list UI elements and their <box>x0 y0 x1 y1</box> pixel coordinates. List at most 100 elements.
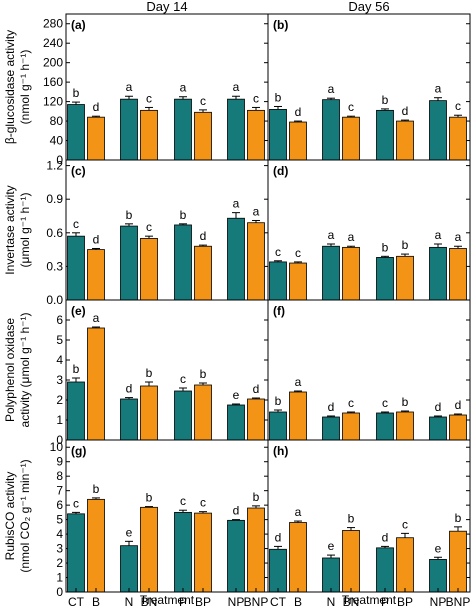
significance-letter: e <box>435 541 442 555</box>
significance-letter: b <box>402 238 409 252</box>
significance-letter: c <box>295 246 301 260</box>
significance-letter: d <box>402 104 409 118</box>
significance-letter: a <box>233 80 240 94</box>
significance-letter: a <box>295 375 302 389</box>
significance-letter: b <box>73 86 80 100</box>
column-title: Day 56 <box>348 0 389 14</box>
bar-bp <box>396 411 414 441</box>
significance-letter: c <box>73 496 79 510</box>
bar-ct <box>67 235 85 301</box>
bar-bn <box>140 506 158 593</box>
significance-letter: a <box>435 228 442 242</box>
x-tick-label: P <box>179 595 187 606</box>
bar-bn <box>140 385 158 441</box>
bar-b <box>289 522 307 593</box>
significance-letter: b <box>146 491 153 505</box>
bar-n <box>322 245 340 301</box>
bar-n <box>322 99 340 161</box>
column-title: Day 14 <box>146 0 187 14</box>
panel-label: (c) <box>71 164 86 178</box>
significance-letter: a <box>455 230 462 244</box>
bar-b <box>289 262 307 301</box>
bar-bp <box>194 512 212 593</box>
significance-letter: a <box>328 82 335 96</box>
bar-ct <box>269 108 287 161</box>
significance-letter: a <box>328 228 335 242</box>
bar-p <box>174 98 192 161</box>
y-axis-label: activity (μmol g⁻¹ h⁻¹) <box>18 313 32 428</box>
bar-bn <box>342 116 360 161</box>
bar-ct <box>67 104 85 161</box>
y-tick-label: 10 <box>50 440 64 454</box>
y-axis-label: β-glucosidase activity <box>3 30 17 144</box>
bar-ct <box>67 381 85 441</box>
y-tick-label: 120 <box>43 95 63 109</box>
significance-letter: b <box>253 490 260 504</box>
significance-letter: a <box>295 505 302 519</box>
bar-ct <box>269 548 287 593</box>
bar-bn <box>342 530 360 593</box>
bar-bn <box>140 237 158 301</box>
significance-letter: c <box>146 91 152 105</box>
y-tick-label: 240 <box>43 36 63 50</box>
bar-bnp <box>247 398 265 441</box>
y-tick-label: 2 <box>56 393 63 407</box>
bar-p <box>376 257 394 301</box>
x-tick-label: B <box>92 595 100 606</box>
bar-ct <box>269 261 287 301</box>
significance-letter: a <box>435 82 442 96</box>
bar-n <box>120 98 138 161</box>
significance-letter: a <box>180 81 187 95</box>
y-tick-label: 3 <box>56 542 63 556</box>
bar-bnp <box>449 248 467 301</box>
significance-letter: c <box>73 217 79 231</box>
y-tick-label: 280 <box>43 17 63 31</box>
significance-letter: d <box>126 382 133 396</box>
bar-p <box>174 390 192 441</box>
bar-p <box>376 109 394 161</box>
y-tick-label: 6 <box>56 313 63 327</box>
y-tick-label: 0 <box>56 585 63 599</box>
significance-letter: b <box>382 240 389 254</box>
x-axis-title: Treatment <box>140 593 195 606</box>
y-tick-label: 200 <box>43 56 63 70</box>
bar-bnp <box>449 414 467 441</box>
significance-letter: b <box>93 482 100 496</box>
y-tick-label: 7 <box>56 484 63 498</box>
bar-bp <box>396 120 414 161</box>
significance-letter: b <box>180 208 187 222</box>
y-tick-label: 1.2 <box>46 159 63 173</box>
significance-letter: c <box>348 396 354 410</box>
bar-n <box>322 557 340 593</box>
bar-bnp <box>247 109 265 161</box>
panel-label: (e) <box>71 304 86 318</box>
bar-n <box>120 545 138 593</box>
y-tick-label: 1 <box>56 571 63 585</box>
significance-letter: c <box>180 494 186 508</box>
bar-b <box>289 121 307 161</box>
x-tick-label: CT <box>270 595 287 606</box>
y-tick-label: 0.6 <box>46 226 63 240</box>
x-axis-title: Treatment <box>342 593 397 606</box>
significance-letter: d <box>435 400 442 414</box>
x-tick-label: B <box>294 595 302 606</box>
bar-bn <box>342 412 360 441</box>
significance-letter: b <box>200 367 207 381</box>
bar-n <box>120 225 138 301</box>
significance-letter: d <box>275 530 282 544</box>
y-axis-label: (μmol g⁻¹ h⁻¹) <box>18 193 32 268</box>
significance-letter: b <box>402 395 409 409</box>
x-tick-label: NP <box>228 595 245 606</box>
y-tick-label: 4 <box>56 353 63 367</box>
significance-letter: a <box>233 197 240 211</box>
y-tick-label: 0.0 <box>46 293 63 307</box>
y-tick-label: 5 <box>56 333 63 347</box>
bar-bn <box>140 109 158 161</box>
significance-letter: d <box>382 530 389 544</box>
y-tick-label: 0 <box>56 433 63 447</box>
x-tick-label: P <box>381 595 389 606</box>
significance-letter: d <box>93 100 100 114</box>
bar-bp <box>396 537 414 593</box>
significance-letter: e <box>126 525 133 539</box>
significance-letter: e <box>328 539 335 553</box>
